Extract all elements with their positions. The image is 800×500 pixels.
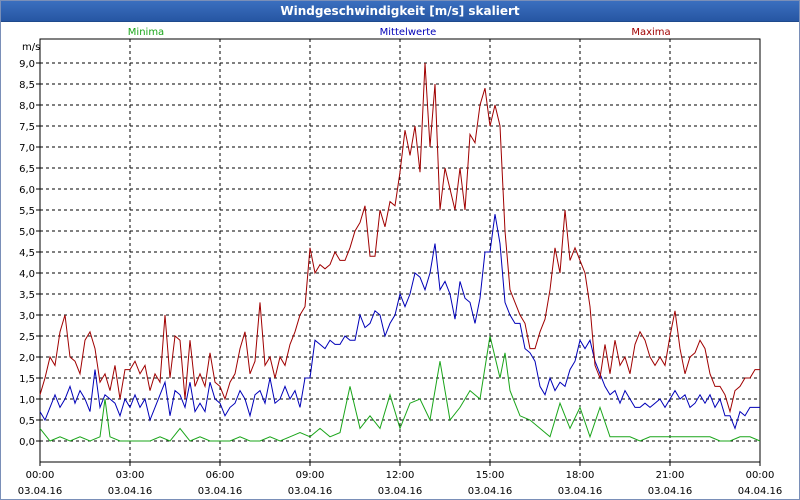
series-minima-line [39,335,761,442]
y-tick-label: 6,0 [19,185,35,196]
y-axis-ticks: 0,0 0,5 1,0 1,5 2,0 2,5 3,0 3,5 4,0 4,5 5,0 5,5 6,0 6… [19,59,40,448]
legend-mittelwerte: Mittelwerte [380,27,437,38]
y-tick-label: 3,0 [19,311,35,322]
x-tick-date: 03.04.16 [468,486,513,497]
x-tick-date: 03.04.16 [108,486,153,497]
y-tick-label: 8,0 [19,101,35,112]
x-tick-date: 03.04.16 [378,486,423,497]
y-tick-label: 1,5 [19,374,35,385]
x-tick-date: 03.04.16 [18,486,63,497]
x-tick-time: 00:00 [26,470,55,481]
y-tick-label: 7,5 [19,122,35,133]
y-tick-label: 0,5 [19,416,35,427]
x-tick-time: 03:00 [116,470,145,481]
y-tick-label: 5,0 [19,227,35,238]
y-tick-label: 5,5 [19,206,35,217]
series-mittelwerte-line [39,214,760,430]
x-tick-time: 12:00 [386,470,415,481]
series-lines [39,62,761,442]
y-tick-label: 2,0 [19,353,35,364]
x-tick-date: 03.04.16 [558,486,603,497]
x-tick-date: 04.04.16 [738,486,783,497]
y-tick-label: 3,5 [19,290,35,301]
y-tick-label: 4,5 [19,248,35,259]
x-axis-ticks: 00:00 03.04.16 03:00 03.04.16 06:00 03.04.16 0… [18,462,783,497]
y-axis-label: m/s [22,42,40,53]
y-tick-label: 9,0 [19,59,35,70]
x-tick-time: 00:00 [746,470,775,481]
y-tick-label: 8,5 [19,80,35,91]
x-tick-time: 21:00 [656,470,685,481]
x-tick-date: 03.04.16 [288,486,333,497]
y-tick-label: 4,0 [19,269,35,280]
grid [40,39,760,462]
window-title: Windgeschwindigkeit [m/s] skaliert [1,1,799,22]
x-tick-time: 09:00 [296,470,325,481]
y-tick-label: 0,0 [19,437,35,448]
x-tick-date: 03.04.16 [648,486,693,497]
y-tick-label: 6,5 [19,164,35,175]
y-tick-label: 1,0 [19,395,35,406]
x-tick-time: 06:00 [206,470,235,481]
legend-maxima: Maxima [631,27,670,38]
x-tick-time: 18:00 [566,470,595,481]
x-tick-date: 03.04.16 [198,486,243,497]
legend-minima: Minima [128,27,164,38]
x-tick-time: 15:00 [476,470,505,481]
y-tick-label: 2,5 [19,332,35,343]
series-maxima-line [39,62,760,414]
y-tick-label: 7,0 [19,143,35,154]
